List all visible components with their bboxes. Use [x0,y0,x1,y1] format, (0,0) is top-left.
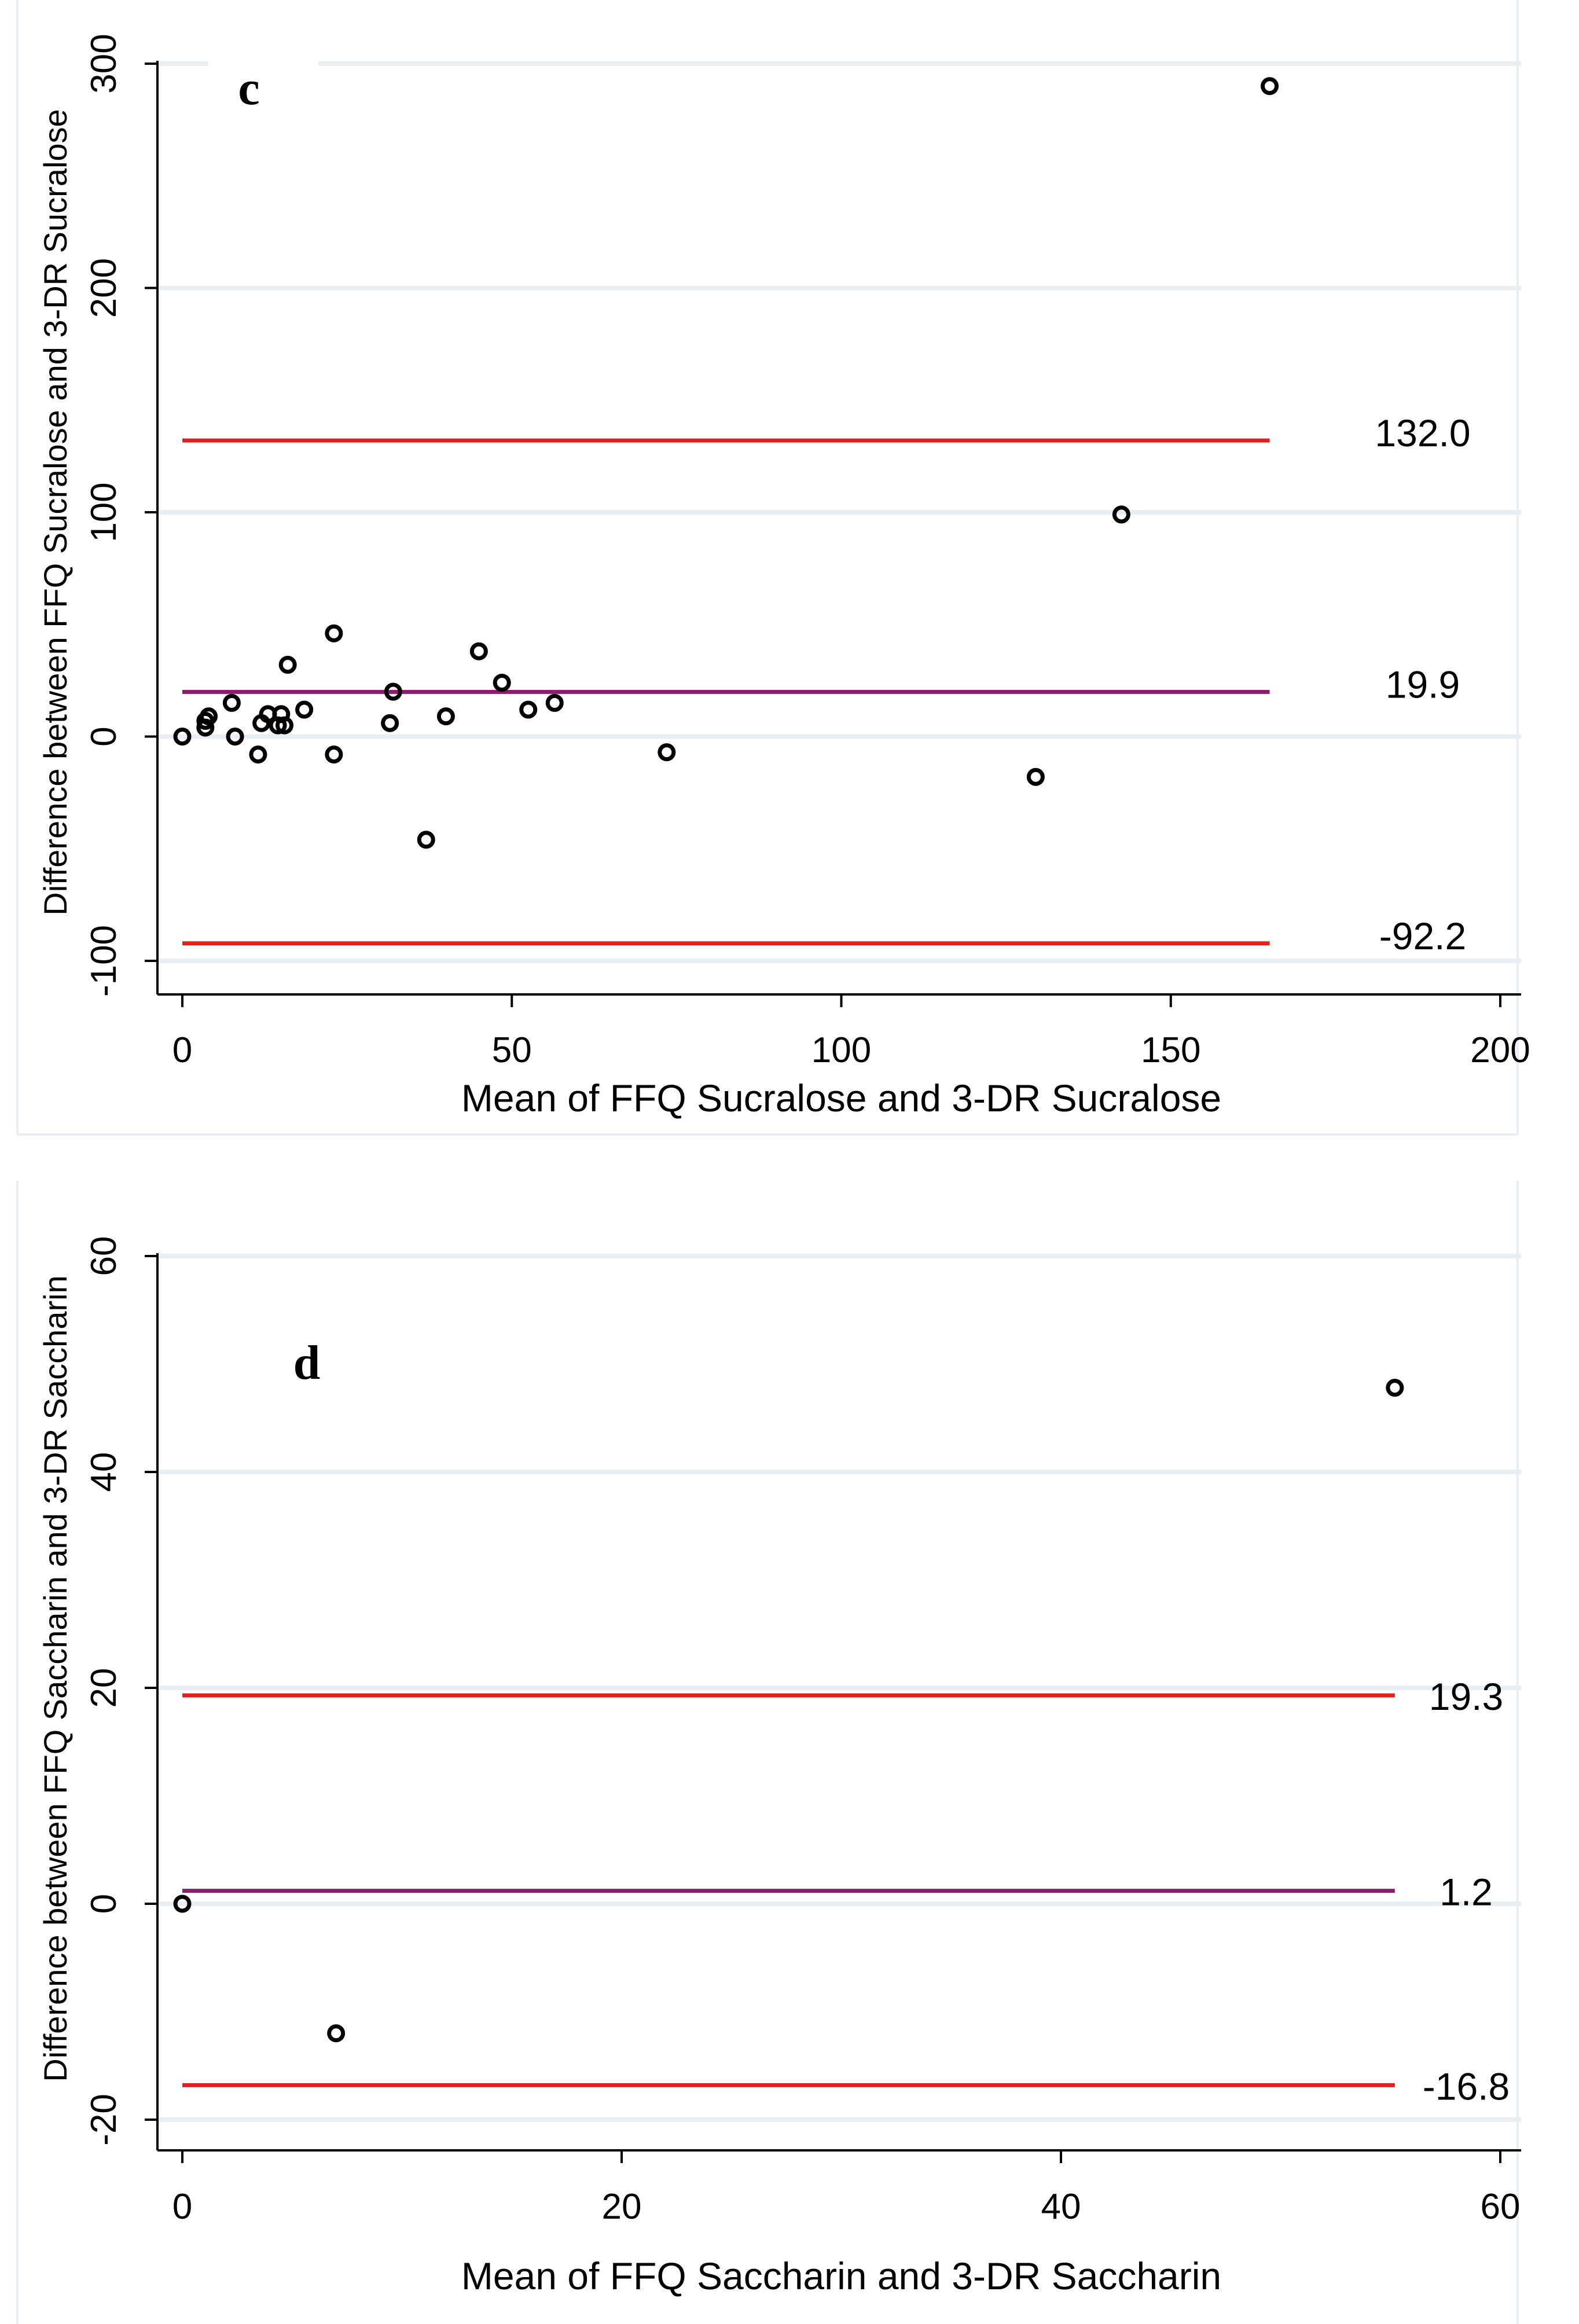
data-point [325,624,343,643]
reference-line-label: 19.3 [1429,1675,1503,1718]
reference-line-label: 1.2 [1440,1871,1493,1914]
data-point [469,642,488,660]
y-tick-label: 200 [84,258,124,318]
data-point [545,693,564,712]
x-tick-label: 0 [172,1030,192,1070]
data-point [278,656,297,674]
y-tick-label: -20 [84,2094,124,2146]
data-point [275,716,293,735]
y-tick-label: 100 [84,482,124,542]
reference-line-label: -92.2 [1379,915,1466,957]
x-tick-label: 60 [1481,2187,1521,2227]
data-point [226,728,244,746]
data-point [381,714,399,732]
data-point [658,743,676,762]
reference-line-label: 132.0 [1375,412,1470,454]
x-tick-label: 0 [172,2187,192,2227]
data-point [222,693,241,712]
x-tick-label: 50 [492,1030,532,1070]
data-point [249,746,267,763]
panel-d-saccharin: -20 0 20 40 60 0 20 40 60 Mean of FFQ Saccharin a… [16,1181,1521,2324]
y-tick-label: 300 [84,34,124,93]
reference-line-label: -16.8 [1423,2065,1510,2108]
legend-gap [208,59,318,68]
reference-line-label: 19.9 [1386,663,1460,706]
data-point [325,746,343,763]
data-point [436,707,455,726]
data-point [1261,77,1279,96]
x-axis-title: Mean of FFQ Saccharin and 3-DR Saccharin [461,2255,1221,2297]
data-point [295,700,314,719]
y-tick-label: 0 [84,726,124,746]
y-tick-label: 20 [84,1668,124,1708]
y-tick-label: -100 [84,925,124,997]
panel-c-sucralose: -100 0 100 200 300 0 50 100 150 200 Mean of FFQ Su… [16,0,1530,1136]
x-tick-label: 40 [1041,2187,1081,2227]
y-tick-label: 60 [84,1236,124,1276]
panel-label: c [238,61,259,115]
x-axis-title: Mean of FFQ Sucralose and 3-DR Sucralose [461,1077,1221,1119]
data-point [493,674,511,692]
x-tick-label: 150 [1141,1030,1200,1070]
x-tick-label: 200 [1470,1030,1530,1070]
y-tick-label: 0 [84,1894,124,1914]
data-point [1112,505,1130,524]
data-point [1386,1379,1404,1397]
y-tick-label: 40 [84,1452,124,1492]
panel-label: d [293,1336,321,1390]
y-axis-title: Difference between FFQ Sucralose and 3-D… [37,109,74,915]
data-point [384,682,402,701]
data-point [1026,768,1045,786]
data-point [417,831,435,849]
data-point [519,700,538,719]
y-axis-title: Difference between FFQ Saccharin and 3-D… [37,1275,74,2081]
data-point [196,711,215,730]
data-point [173,728,192,746]
x-tick-label: 100 [811,1030,871,1070]
data-point [173,1895,192,1913]
data-point [327,2024,346,2043]
x-tick-label: 20 [602,2187,642,2227]
